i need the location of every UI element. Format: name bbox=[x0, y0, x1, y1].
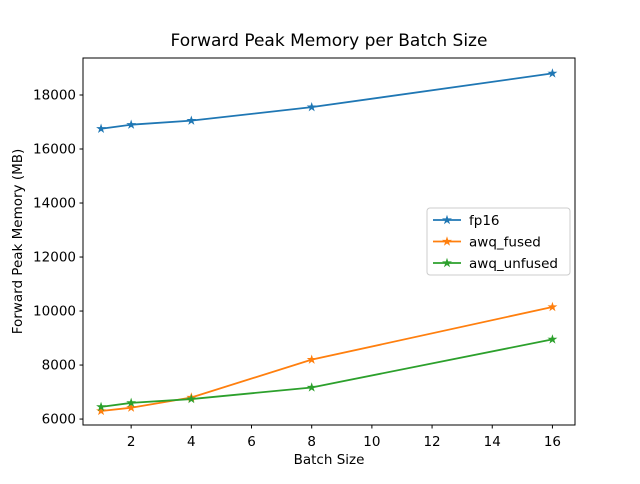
legend-swatch-marker-fp16 bbox=[442, 214, 452, 225]
data-point-awq_fused-x16 bbox=[547, 301, 558, 312]
data-point-awq_fused-x1 bbox=[96, 405, 106, 416]
legend-label-awq_unfused: awq_unfused bbox=[469, 256, 558, 272]
data-point-fp16-x2 bbox=[126, 119, 137, 129]
axes: 2 4 6 8 10 12 14 16 6000 8000 10000 12000 14000 16000… bbox=[33, 57, 576, 450]
data-point-fp16-x8 bbox=[306, 101, 317, 112]
x-tick-label-2: 2 bbox=[127, 434, 136, 450]
data-series bbox=[96, 68, 558, 416]
chart-title: Forward Peak Memory per Batch Size bbox=[171, 31, 488, 51]
data-point-awq_unfused-x8 bbox=[306, 382, 317, 392]
y-tick-label-12000: 12000 bbox=[33, 250, 76, 266]
x-tick-label-12: 12 bbox=[423, 434, 440, 450]
data-point-awq_unfused-x2 bbox=[126, 397, 137, 408]
legend-label-fp16: fp16 bbox=[469, 213, 500, 229]
x-tick-label-4: 4 bbox=[187, 434, 196, 450]
legend-label-awq_fused: awq_fused bbox=[469, 234, 541, 250]
series-line-awq_unfused bbox=[100, 338, 554, 408]
x-tick-label-16: 16 bbox=[544, 434, 561, 450]
y-axis-label: Forward Peak Memory (MB) bbox=[10, 149, 26, 335]
y-tick-label-14000: 14000 bbox=[33, 196, 76, 212]
plot-border bbox=[82, 57, 576, 426]
data-point-awq_unfused-x4 bbox=[186, 393, 197, 404]
series-line-fp16 bbox=[100, 72, 554, 130]
legend-swatch-marker-awq_fused bbox=[442, 236, 452, 246]
series-line-awq_fused bbox=[100, 306, 554, 412]
data-point-fp16-x4 bbox=[186, 115, 197, 125]
y-tick-label-8000: 8000 bbox=[42, 358, 76, 374]
legend-swatch-marker-awq_unfused bbox=[442, 257, 452, 268]
legend: fp16 awq_fused awq_unfused bbox=[426, 207, 571, 276]
y-tick-label-18000: 18000 bbox=[33, 87, 76, 103]
x-axis-label: Batch Size bbox=[294, 452, 365, 468]
data-point-fp16-x1 bbox=[96, 123, 106, 133]
y-tick-label-10000: 10000 bbox=[33, 304, 76, 320]
data-point-fp16-x16 bbox=[547, 68, 558, 78]
x-tick-label-6: 6 bbox=[247, 434, 256, 450]
x-tick-label-14: 14 bbox=[484, 434, 501, 450]
data-point-awq_fused-x8 bbox=[306, 354, 317, 364]
y-tick-label-6000: 6000 bbox=[42, 412, 76, 428]
legend-box bbox=[426, 207, 571, 276]
x-tick-label-10: 10 bbox=[363, 434, 380, 450]
data-point-awq_fused-x2 bbox=[126, 402, 137, 412]
data-point-awq_unfused-x16 bbox=[547, 334, 558, 344]
y-tick-label-16000: 16000 bbox=[33, 142, 76, 158]
data-point-awq_unfused-x1 bbox=[96, 401, 106, 412]
x-tick-label-8: 8 bbox=[307, 434, 316, 450]
